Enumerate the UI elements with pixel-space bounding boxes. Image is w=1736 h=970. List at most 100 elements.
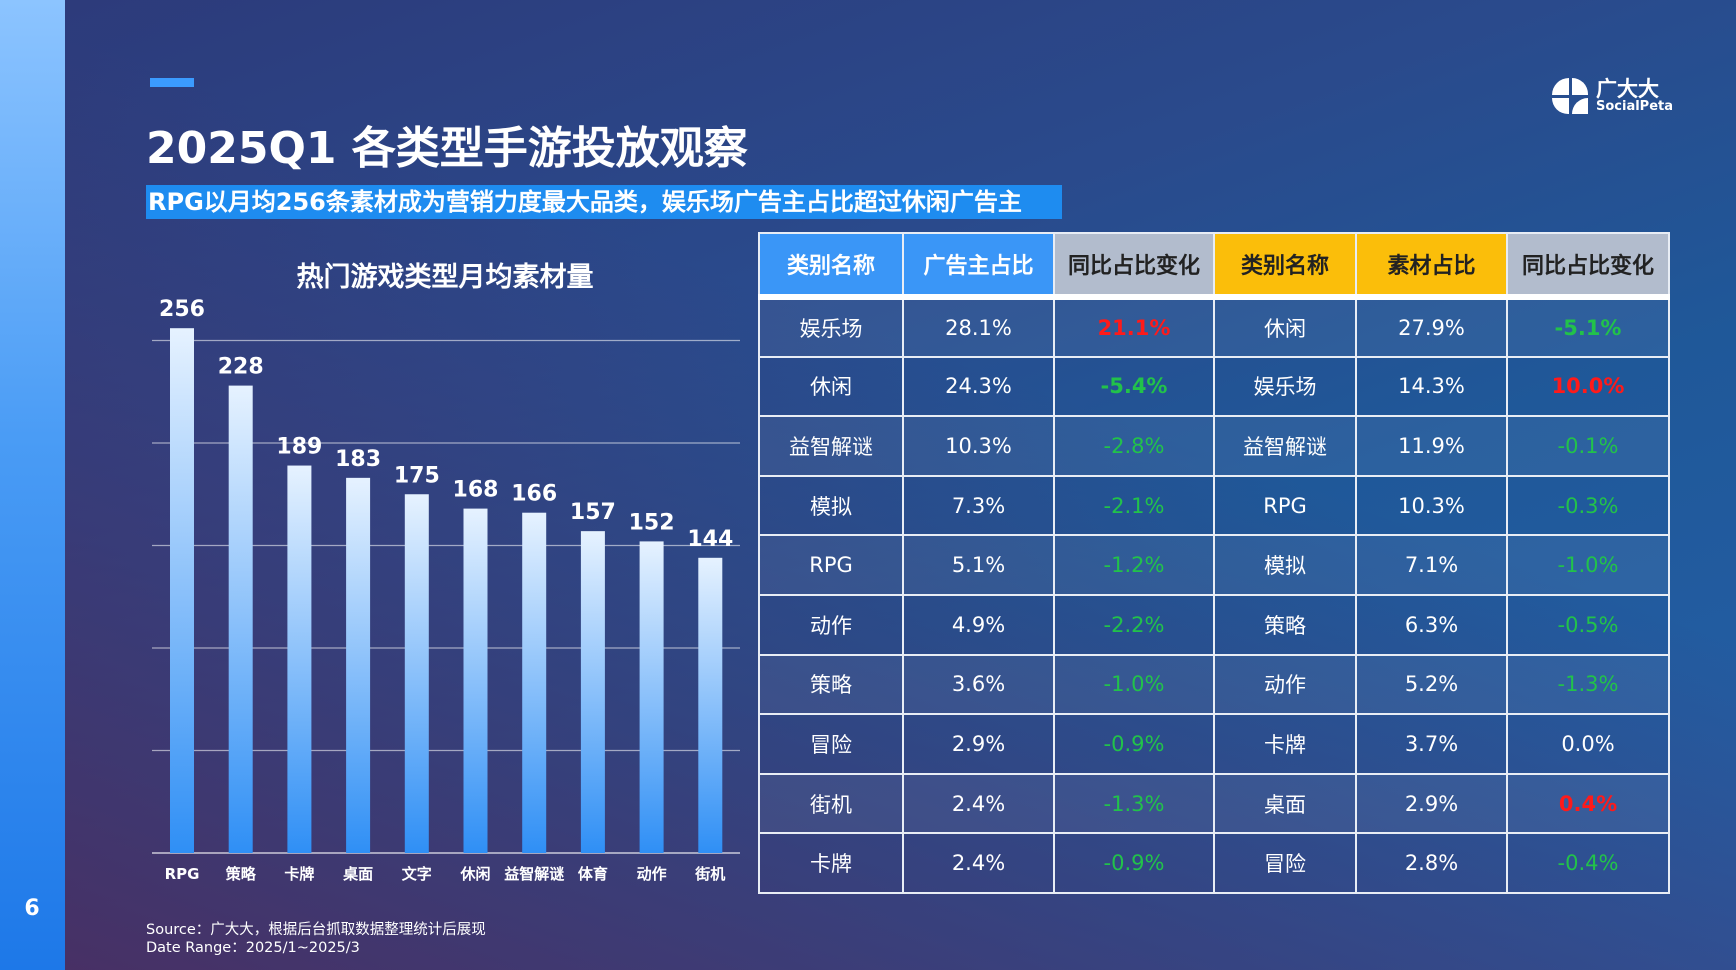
data-label: 175 [394, 463, 440, 488]
table-cell: -2.1% [1053, 474, 1215, 537]
table-cell: -1.0% [1053, 653, 1215, 716]
table-cell: -0.5% [1506, 593, 1670, 656]
source-text: Source：广大大，根据后台抓取数据整理统计后展现 [146, 922, 486, 938]
table-cell: 3.7% [1355, 713, 1508, 775]
bar [463, 508, 488, 853]
table-cell: 休闲 [758, 355, 904, 418]
table-cell: 模拟 [758, 474, 904, 537]
column-header: 素材占比 [1355, 232, 1508, 300]
table-cell: 冒险 [758, 713, 904, 775]
table-cell: -5.4% [1053, 355, 1215, 418]
table-cell: 冒险 [1213, 832, 1357, 894]
x-tick-label: 卡牌 [284, 865, 314, 883]
table-row: 冒险 2.9% -0.9% 卡牌 3.7% 0.0% [758, 713, 1670, 775]
table-row: 娱乐场 28.1% 21.1% 休闲 27.9% -5.1% [758, 296, 1670, 358]
table-cell: 模拟 [1213, 534, 1357, 596]
table-cell: RPG [1213, 474, 1357, 537]
table-row: 休闲 24.3% -5.4% 娱乐场 14.3% 10.0% [758, 355, 1670, 418]
column-header: 广告主占比 [902, 232, 1055, 300]
title-accent-bar [150, 78, 194, 87]
table-cell: 休闲 [1213, 296, 1357, 358]
logo-cn: 广大大 [1596, 77, 1659, 102]
table-cell: 2.4% [902, 832, 1055, 894]
table-cell: -2.8% [1053, 415, 1215, 477]
table-cell: RPG [758, 534, 904, 596]
table-cell: 21.1% [1053, 296, 1215, 358]
table-cell: 娱乐场 [758, 296, 904, 358]
bar [228, 385, 253, 853]
source-note: Source：广大大，根据后台抓取数据整理统计后展现 Date Range：20… [146, 921, 486, 957]
logo-icon [1552, 78, 1588, 114]
data-label: 228 [218, 355, 264, 380]
x-tick-label: 策略 [225, 865, 257, 883]
table-cell: 24.3% [902, 355, 1055, 418]
chart-title: 热门游戏类型月均素材量 [296, 262, 594, 293]
table-cell: 4.9% [902, 593, 1055, 656]
table-cell: 益智解谜 [1213, 415, 1357, 477]
bar [698, 557, 723, 853]
column-header: 同比占比变化 [1506, 232, 1670, 300]
table-cell: 27.9% [1355, 296, 1508, 358]
table-cell: 7.1% [1355, 534, 1508, 596]
table-cell: -1.3% [1053, 772, 1215, 835]
subtitle-highlight: RPG以月均256条素材成为营销力度最大品类，娱乐场广告主占比超过休闲广告主 [146, 185, 1062, 219]
table-cell: 5.2% [1355, 653, 1508, 716]
category-share-table: 类别名称 广告主占比 同比占比变化 类别名称 素材占比 同比占比变化 娱乐场 28.1% 21… [758, 232, 1670, 894]
data-label: 157 [570, 500, 616, 525]
table-cell: 5.1% [902, 534, 1055, 596]
data-label: 256 [159, 297, 205, 322]
table-cell: 10.0% [1506, 355, 1670, 418]
table-row: 街机 2.4% -1.3% 桌面 2.9% 0.4% [758, 772, 1670, 835]
x-tick-label: 休闲 [459, 865, 490, 883]
data-label: 183 [335, 447, 381, 472]
table-cell: 策略 [758, 653, 904, 716]
table-cell: 11.9% [1355, 415, 1508, 477]
table-cell: 卡牌 [758, 832, 904, 894]
bar [404, 494, 429, 853]
table-cell: 动作 [1213, 653, 1357, 716]
logo: 广大大 SocialPeta [1552, 78, 1673, 114]
table-cell: 2.9% [1355, 772, 1508, 835]
table-cell: 动作 [758, 593, 904, 656]
table-row: 模拟 7.3% -2.1% RPG 10.3% -0.3% [758, 474, 1670, 537]
x-tick-label: RPG [165, 865, 200, 883]
table-cell: 10.3% [902, 415, 1055, 477]
bar [580, 531, 605, 853]
x-tick-label: 桌面 [342, 865, 373, 883]
data-label: 168 [453, 478, 499, 503]
table-cell: -1.3% [1506, 653, 1670, 716]
table-row: 卡牌 2.4% -0.9% 冒险 2.8% -0.4% [758, 832, 1670, 894]
table-row: 动作 4.9% -2.2% 策略 6.3% -0.5% [758, 593, 1670, 656]
x-tick-label: 街机 [694, 865, 725, 883]
column-header: 类别名称 [758, 232, 904, 300]
logo-en: SocialPeta [1596, 99, 1674, 115]
x-tick-label: 体育 [578, 865, 608, 883]
x-tick-label: 动作 [637, 865, 667, 883]
column-header: 类别名称 [1213, 232, 1357, 300]
table-cell: -0.3% [1506, 474, 1670, 537]
table-cell: -2.2% [1053, 593, 1215, 656]
table-cell: -0.9% [1053, 713, 1215, 775]
bar [346, 477, 371, 853]
data-label: 166 [511, 482, 557, 507]
table-cell: 娱乐场 [1213, 355, 1357, 418]
table-cell: 益智解谜 [758, 415, 904, 477]
table-row: RPG 5.1% -1.2% 模拟 7.1% -1.0% [758, 534, 1670, 596]
table-cell: 0.4% [1506, 772, 1670, 835]
x-tick-label: 文字 [402, 865, 432, 883]
table-cell: 3.6% [902, 653, 1055, 716]
data-label: 144 [687, 527, 733, 552]
column-header: 同比占比变化 [1053, 232, 1215, 300]
bar-chart: 256 RPG 228 策略 189 卡牌 183 桌面 175 文字 168 休闲 166 益智解谜 15… [152, 297, 740, 883]
page-number: 6 [24, 896, 40, 921]
date-range: Date Range：2025/1~2025/3 [146, 940, 360, 956]
bar [522, 512, 547, 853]
table-cell: 0.0% [1506, 713, 1670, 775]
table-cell: 2.4% [902, 772, 1055, 835]
bar [170, 328, 194, 853]
table-cell: 28.1% [902, 296, 1055, 358]
table-cell: 14.3% [1355, 355, 1508, 418]
page-title: 2025Q1 各类型手游投放观察 [146, 123, 748, 174]
table-cell: -5.1% [1506, 296, 1670, 358]
table-cell: -1.2% [1053, 534, 1215, 596]
